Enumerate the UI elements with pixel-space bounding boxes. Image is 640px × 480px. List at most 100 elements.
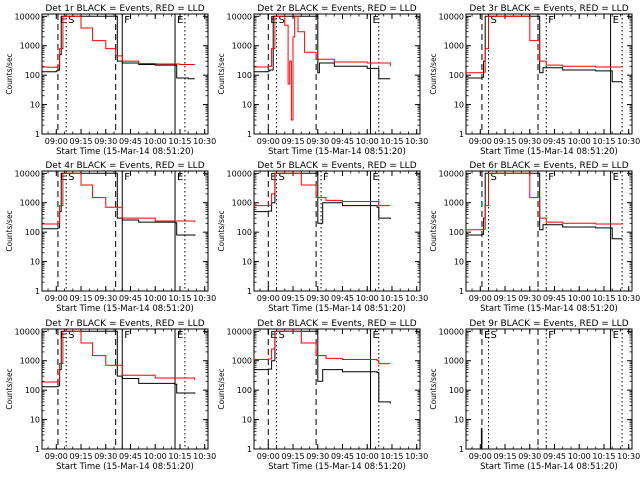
y-tick-label: 100: [449, 386, 464, 395]
lld-series-line: [466, 172, 623, 231]
x-tick-label: 09:45: [331, 137, 354, 146]
y-tick-label: 100: [25, 228, 40, 237]
event-marker-letter: S: [491, 15, 497, 26]
plot-frame: [465, 328, 633, 450]
x-tick-label: 10:15: [168, 452, 191, 461]
event-marker-letter: E: [613, 172, 619, 183]
event-marker-letter: E: [177, 172, 183, 183]
x-tick-label: 10:30: [193, 137, 216, 146]
detector-panel: Det 9r BLACK = Events, RED = LLD 1 10 100 10…: [429, 319, 640, 472]
lld-series-line: [254, 172, 391, 207]
events-series-line: [466, 15, 623, 83]
x-tick-label: 10:00: [568, 294, 591, 303]
x-tick-label: 09:15: [281, 294, 304, 303]
plot-frame: [465, 13, 633, 135]
panel-title: Det 9r BLACK = Events, RED = LLD: [469, 319, 628, 329]
plot-frame: [41, 328, 209, 450]
y-tick-label: 1: [459, 445, 464, 454]
plot-frame: [465, 170, 633, 292]
x-tick-label: 10:15: [380, 137, 403, 146]
x-tick-label: 09:15: [493, 294, 516, 303]
event-marker-letter: E: [613, 330, 619, 341]
y-tick-label: 100: [449, 228, 464, 237]
events-series-line: [42, 15, 195, 80]
x-tick-label: 10:30: [405, 452, 428, 461]
x-tick-label: 09:00: [257, 452, 280, 461]
y-axis-title: Counts/sec: [217, 53, 226, 94]
y-tick-label: 10: [242, 101, 252, 110]
detector-panel: Det 2r BLACK = Events, RED = LLD 1 10 100 10…: [217, 4, 428, 157]
x-tick-label: 09:00: [469, 452, 492, 461]
y-tick-label: 1000: [232, 199, 252, 208]
x-tick-label: 09:30: [518, 137, 541, 146]
x-tick-label: 09:00: [469, 137, 492, 146]
plot-frame: [253, 328, 421, 450]
panel-title: Det 2r BLACK = Events, RED = LLD: [257, 4, 416, 14]
x-axis-title: Start Time (15-Mar-14 08:51:20): [268, 147, 406, 157]
detector-panel: Det 5r BLACK = Events, RED = LLD 1 10 100 10…: [217, 161, 428, 314]
lld-series-line: [466, 15, 623, 74]
lld-series-line: [42, 330, 196, 383]
x-tick-label: 10:00: [356, 137, 379, 146]
y-tick-label: 1000: [20, 42, 40, 51]
y-tick-label: 10: [242, 258, 252, 267]
event-marker-letter: S: [491, 172, 497, 183]
x-tick-label: 10:30: [405, 294, 428, 303]
x-tick-label: 09:15: [69, 137, 92, 146]
x-axis-title: Start Time (15-Mar-14 08:51:20): [56, 147, 194, 157]
x-tick-label: 09:45: [119, 294, 142, 303]
x-tick-label: 10:00: [568, 137, 591, 146]
x-tick-label: 09:00: [45, 452, 68, 461]
y-tick-label: 10000: [227, 169, 252, 178]
y-tick-label: 100: [25, 71, 40, 80]
events-series-line: [480, 427, 483, 449]
x-tick-label: 09:45: [331, 452, 354, 461]
x-tick-label: 10:00: [568, 452, 591, 461]
y-tick-label: 1000: [20, 199, 40, 208]
x-tick-label: 09:15: [69, 452, 92, 461]
x-tick-label: 09:45: [119, 137, 142, 146]
plot-frame: [41, 170, 209, 292]
x-axis-title: Start Time (15-Mar-14 08:51:20): [268, 304, 406, 314]
lld-series-line: [42, 15, 195, 68]
y-tick-label: 10: [454, 101, 464, 110]
y-tick-label: 10: [30, 258, 40, 267]
x-tick-label: 09:00: [257, 137, 280, 146]
x-tick-label: 09:00: [45, 294, 68, 303]
x-tick-label: 09:30: [306, 137, 329, 146]
x-tick-label: 09:00: [45, 137, 68, 146]
x-tick-label: 10:30: [405, 137, 428, 146]
x-tick-label: 10:00: [356, 294, 379, 303]
event-marker-letter: F: [124, 330, 130, 341]
x-axis-title: Start Time (15-Mar-14 08:51:20): [56, 304, 194, 314]
lld-series-line: [254, 330, 391, 365]
x-tick-label: 09:30: [518, 294, 541, 303]
x-tick-label: 09:45: [543, 452, 566, 461]
y-tick-label: 100: [449, 71, 464, 80]
event-marker-letter: E: [177, 15, 183, 26]
x-tick-label: 09:00: [469, 294, 492, 303]
event-marker-letter: S: [279, 172, 285, 183]
y-tick-label: 10000: [15, 327, 40, 336]
detector-panel: Det 8r BLACK = Events, RED = LLD 1 10 100 10…: [217, 319, 428, 472]
event-marker-letter: E: [177, 330, 183, 341]
plot-frame: [253, 170, 421, 292]
x-tick-label: 09:15: [281, 137, 304, 146]
panel-title: Det 8r BLACK = Events, RED = LLD: [257, 319, 416, 329]
y-tick-label: 10000: [15, 12, 40, 21]
lld-series-line: [42, 172, 196, 225]
event-marker-letter: S: [68, 172, 74, 183]
events-series-line: [42, 330, 196, 394]
event-marker-letter: E: [270, 172, 276, 183]
x-tick-label: 10:30: [617, 452, 640, 461]
y-tick-label: 10000: [227, 327, 252, 336]
panel-title: Det 6r BLACK = Events, RED = LLD: [469, 161, 628, 171]
events-series-line: [254, 172, 391, 224]
y-tick-label: 10: [454, 416, 464, 425]
y-tick-label: 10000: [15, 169, 40, 178]
y-tick-label: 10000: [439, 327, 464, 336]
y-axis-title: Counts/sec: [429, 210, 438, 251]
x-tick-label: 09:00: [257, 294, 280, 303]
x-tick-label: 09:45: [331, 294, 354, 303]
